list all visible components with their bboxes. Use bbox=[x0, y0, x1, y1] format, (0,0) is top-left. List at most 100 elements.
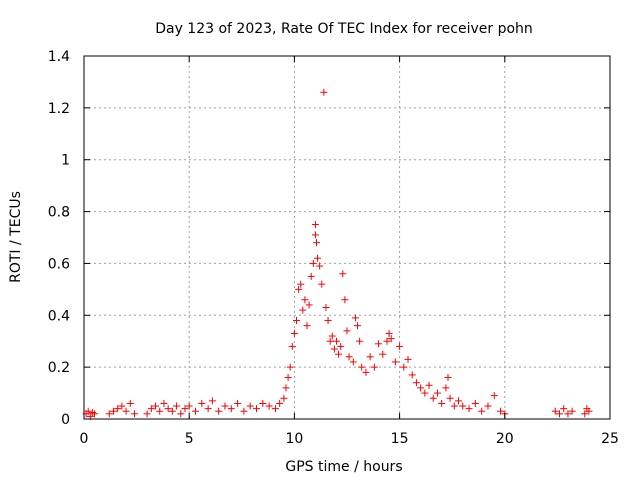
y-tick-label: 0.2 bbox=[48, 360, 70, 376]
data-point bbox=[160, 399, 168, 407]
data-point bbox=[358, 363, 366, 371]
data-point bbox=[446, 394, 454, 402]
data-point bbox=[442, 384, 450, 392]
data-point bbox=[109, 407, 117, 415]
data-point bbox=[276, 399, 284, 407]
y-tick-label: 1.2 bbox=[48, 101, 70, 117]
data-point bbox=[168, 407, 176, 415]
data-point bbox=[465, 405, 473, 413]
chart-title: Day 123 of 2023, Rate Of TEC Index for r… bbox=[155, 21, 533, 37]
data-point bbox=[312, 239, 320, 247]
data-point bbox=[564, 410, 572, 418]
x-tick-label: 20 bbox=[496, 431, 514, 447]
x-tick-label: 0 bbox=[80, 431, 89, 447]
data-point bbox=[328, 332, 336, 340]
data-point bbox=[185, 402, 193, 410]
data-point bbox=[345, 353, 353, 361]
data-point bbox=[288, 342, 296, 350]
data-point bbox=[122, 407, 130, 415]
data-point bbox=[280, 394, 288, 402]
data-point bbox=[551, 407, 559, 415]
data-point bbox=[318, 280, 326, 288]
data-point bbox=[126, 399, 134, 407]
data-point bbox=[181, 405, 189, 413]
y-tick-label: 1 bbox=[61, 153, 70, 169]
data-point bbox=[330, 345, 338, 353]
data-point bbox=[335, 350, 343, 358]
data-point bbox=[316, 262, 324, 270]
x-tick-label: 5 bbox=[185, 431, 194, 447]
data-point bbox=[375, 340, 383, 348]
plot-frame bbox=[83, 55, 611, 420]
data-point bbox=[192, 407, 200, 415]
data-point bbox=[351, 314, 359, 322]
data-point bbox=[314, 254, 322, 262]
data-point bbox=[303, 322, 311, 330]
data-point bbox=[490, 392, 498, 400]
data-point bbox=[164, 405, 172, 413]
data-point bbox=[84, 407, 92, 415]
data-point bbox=[337, 342, 345, 350]
data-point bbox=[370, 363, 378, 371]
data-point bbox=[295, 285, 303, 293]
data-point bbox=[305, 301, 313, 309]
data-point bbox=[429, 394, 437, 402]
data-point bbox=[343, 327, 351, 335]
data-point bbox=[354, 322, 362, 330]
data-point bbox=[240, 407, 248, 415]
data-point bbox=[362, 368, 370, 376]
x-tick-label: 10 bbox=[285, 431, 303, 447]
y-tick-label: 0 bbox=[61, 412, 70, 428]
data-point bbox=[143, 410, 151, 418]
data-point bbox=[105, 410, 113, 418]
data-point bbox=[320, 88, 328, 96]
x-tick-label: 25 bbox=[601, 431, 619, 447]
data-point bbox=[297, 280, 305, 288]
data-point bbox=[433, 389, 441, 397]
data-point bbox=[556, 410, 564, 418]
data-point bbox=[417, 384, 425, 392]
y-tick-label: 0.8 bbox=[48, 205, 70, 221]
data-point bbox=[311, 231, 319, 239]
data-point bbox=[341, 296, 349, 304]
data-point bbox=[177, 410, 185, 418]
x-axis-label: GPS time / hours bbox=[285, 459, 402, 475]
data-point bbox=[385, 329, 393, 337]
data-point bbox=[282, 384, 290, 392]
data-point bbox=[404, 355, 412, 363]
data-points bbox=[82, 88, 593, 420]
data-point bbox=[478, 407, 486, 415]
data-point bbox=[412, 379, 420, 387]
data-point bbox=[379, 350, 387, 358]
y-tick-label: 1.4 bbox=[48, 49, 70, 65]
data-point bbox=[497, 407, 505, 415]
data-point bbox=[208, 397, 216, 405]
data-point bbox=[322, 304, 330, 312]
data-point bbox=[408, 371, 416, 379]
data-point bbox=[227, 405, 235, 413]
data-point bbox=[299, 306, 307, 314]
data-point bbox=[221, 402, 229, 410]
data-point bbox=[234, 399, 242, 407]
data-point bbox=[204, 405, 212, 413]
data-point bbox=[286, 363, 294, 371]
data-point bbox=[326, 337, 334, 345]
data-point bbox=[130, 410, 138, 418]
y-axis-label: ROTI / TECUs bbox=[8, 191, 24, 283]
data-point bbox=[293, 316, 301, 324]
data-point bbox=[91, 410, 99, 418]
data-point bbox=[455, 397, 463, 405]
data-point bbox=[459, 402, 467, 410]
data-point bbox=[349, 358, 357, 366]
data-point bbox=[198, 399, 206, 407]
data-point bbox=[259, 399, 267, 407]
data-point bbox=[450, 402, 458, 410]
data-point bbox=[356, 337, 364, 345]
data-point bbox=[400, 363, 408, 371]
data-point bbox=[332, 337, 340, 345]
data-point bbox=[156, 407, 164, 415]
x-tick-label: 15 bbox=[391, 431, 409, 447]
